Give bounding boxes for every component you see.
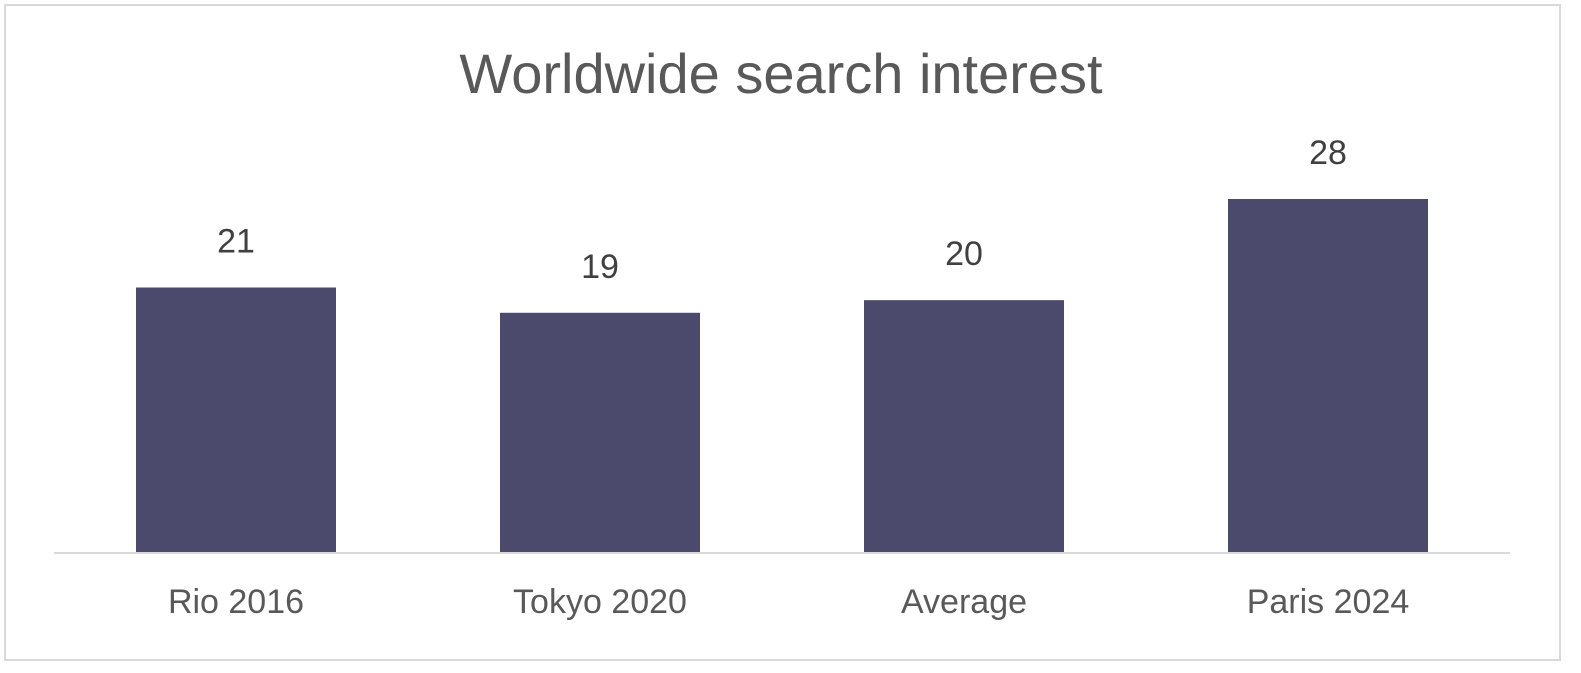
- bar: [136, 287, 336, 553]
- x-tick-label: Paris 2024: [1247, 583, 1410, 621]
- x-tick-label: Tokyo 2020: [513, 583, 687, 621]
- bar: [864, 300, 1064, 553]
- x-tick-label: Average: [901, 583, 1027, 621]
- data-label: 20: [945, 235, 983, 273]
- bar: [500, 312, 700, 553]
- chart-title: Worldwide search interest: [459, 42, 1103, 105]
- x-tick-label: Rio 2016: [168, 583, 304, 621]
- data-label: 28: [1309, 134, 1347, 172]
- data-label: 21: [217, 222, 255, 260]
- bar: [1228, 199, 1428, 553]
- data-label: 19: [581, 248, 619, 286]
